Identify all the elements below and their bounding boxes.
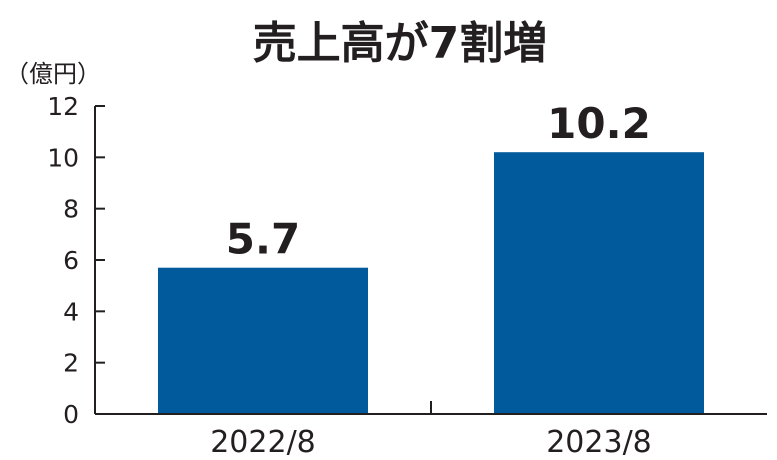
y-tick-label: 0 [63, 400, 79, 429]
bar-value-label: 10.2 [547, 99, 651, 148]
y-tick-label: 2 [63, 349, 79, 378]
bars-layer [158, 152, 704, 414]
y-tick-label: 8 [63, 195, 79, 224]
y-tick-label: 10 [47, 143, 79, 172]
bar [158, 267, 368, 414]
y-tick-label: 12 [47, 92, 79, 121]
y-tick-label: 6 [63, 246, 79, 275]
bar-value-label: 5.7 [226, 215, 300, 264]
chart-title: 売上高が7割増 [253, 18, 548, 69]
y-axis-unit-label: （億円） [5, 60, 101, 88]
labels-layer: 0 2 4 6 8 10 12 5.7 2022/8 10.2 2023/8 [47, 92, 652, 460]
x-category-label: 2022/8 [210, 425, 316, 460]
x-category-label: 2023/8 [546, 425, 652, 460]
axes-layer [94, 105, 767, 415]
y-tick-label: 4 [63, 297, 79, 326]
bar [494, 152, 704, 414]
